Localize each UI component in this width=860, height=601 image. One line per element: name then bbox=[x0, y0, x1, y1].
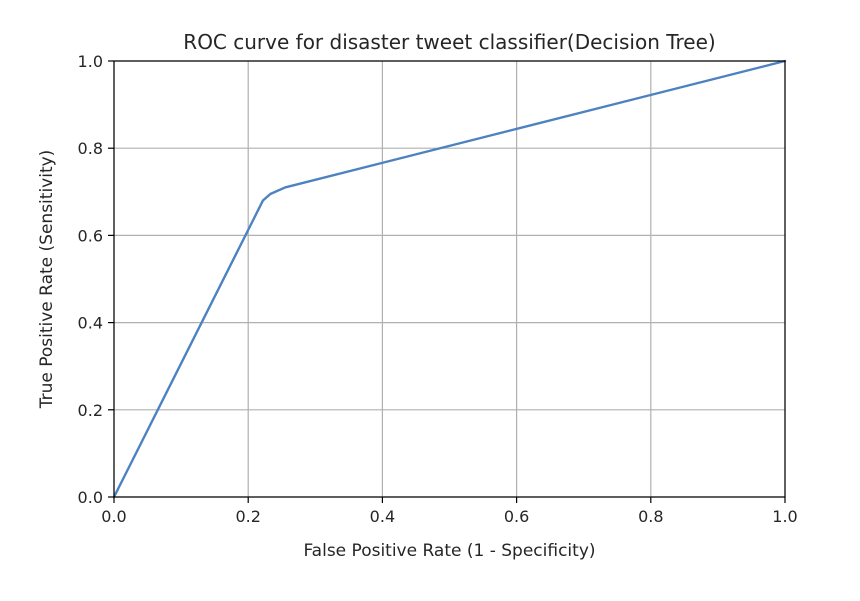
x-tick-label: 0.2 bbox=[235, 507, 260, 526]
y-tick-label: 1.0 bbox=[78, 52, 103, 71]
y-tick-label: 0.2 bbox=[78, 401, 103, 420]
x-tick-label: 0.0 bbox=[101, 507, 126, 526]
ticks: 0.0 0.2 0.4 0.6 0.8 1.0 0.0 0.2 0.4 0.6 0.8 1.0 bbox=[78, 52, 798, 526]
y-axis-label: True Positive Rate (Sensitivity) bbox=[37, 150, 57, 410]
y-tick-label: 0.6 bbox=[78, 226, 103, 245]
chart-title: ROC curve for disaster tweet classifier(… bbox=[183, 30, 715, 54]
x-tick-label: 0.4 bbox=[370, 507, 395, 526]
series-layer bbox=[112, 59, 787, 499]
roc-curve-line bbox=[112, 59, 787, 499]
y-tick-label: 0.0 bbox=[78, 488, 103, 507]
x-tick-label: 0.6 bbox=[504, 507, 529, 526]
x-tick-label: 0.8 bbox=[638, 507, 663, 526]
plot-frame bbox=[113, 60, 786, 498]
y-tick-label: 0.8 bbox=[78, 139, 103, 158]
x-axis-label: False Positive Rate (1 - Specificity) bbox=[303, 541, 595, 561]
x-tick-label: 1.0 bbox=[772, 507, 797, 526]
grid bbox=[113, 60, 786, 498]
y-tick-label: 0.4 bbox=[78, 314, 103, 333]
